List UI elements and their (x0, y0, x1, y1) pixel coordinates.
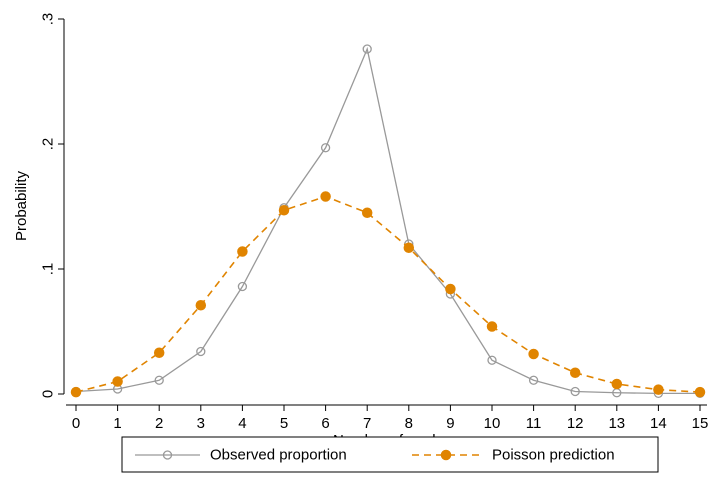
x-ticks: 0 1 2 3 4 5 6 7 8 9 10 11 12 13 14 15 (72, 405, 709, 432)
y-tick-label: .1 (40, 263, 57, 276)
series-2-point (486, 321, 498, 332)
series-2-point (361, 207, 373, 218)
series-1-point (570, 386, 580, 397)
y-tick-label: 0 (40, 390, 57, 398)
plot-area: 0.1.2.3 0 1 2 3 4 5 6 7 8 9 10 11 12 13 14 15 Probabili… (13, 13, 708, 449)
series-2-point (153, 347, 165, 358)
series-2-point (112, 376, 123, 387)
x-tick-label: 12 (567, 415, 584, 432)
legend-swatch-marker (440, 449, 452, 461)
series-2-point (694, 386, 706, 398)
y-ticks: 0 .1 .2 .3 (40, 13, 64, 398)
series-2-point (237, 246, 248, 257)
x-tick-label: 4 (238, 415, 246, 432)
legend-box (121, 436, 659, 473)
legend: Observed proportion Poisson prediction (121, 436, 659, 473)
x-tick-label: 7 (363, 415, 371, 432)
series-2-point (320, 191, 331, 202)
x-tick-label: 8 (405, 415, 413, 432)
series-1-point (487, 355, 497, 365)
x-tick-label: 14 (650, 415, 667, 432)
series-2-point (403, 242, 415, 253)
series-2-point (195, 299, 207, 311)
x-tick-label: 9 (446, 415, 454, 432)
series-2-point (278, 204, 290, 216)
y-tick-label: .3 (40, 13, 57, 26)
x-tick-label: 6 (321, 415, 329, 432)
legend-label: Observed proportion (210, 447, 347, 464)
series-2-point (611, 378, 623, 390)
series-2-point (569, 367, 581, 378)
series-2-point (70, 386, 82, 398)
series-line-2 (75, 195, 701, 393)
series-1-point (237, 281, 248, 292)
legend-items: Observed proportion Poisson prediction (135, 447, 615, 464)
series-2-point (445, 283, 456, 295)
series-layer (70, 44, 706, 399)
x-tick-label: 3 (197, 415, 205, 432)
series-line-1 (75, 46, 700, 395)
series-1-point (196, 346, 206, 357)
x-tick-label: 1 (113, 415, 121, 432)
x-tick-label: 0 (72, 415, 80, 432)
series-1-point (154, 375, 164, 385)
legend-label: Poisson prediction (492, 447, 615, 464)
y-axis-title: Probability (13, 170, 30, 241)
series-1-point (528, 375, 539, 385)
x-tick-label: 11 (526, 415, 542, 432)
x-tick-label: 15 (692, 415, 709, 432)
series-1-point (362, 44, 372, 54)
x-tick-label: 2 (155, 415, 163, 432)
x-tick-label: 10 (484, 415, 501, 432)
series-2-point (653, 384, 664, 395)
y-tick-label: .2 (40, 138, 57, 151)
x-tick-label: 5 (280, 415, 288, 432)
legend-swatch-marker (162, 450, 173, 460)
series-2-point (528, 348, 539, 360)
series-1-point (320, 143, 331, 153)
x-tick-label: 13 (608, 415, 625, 432)
